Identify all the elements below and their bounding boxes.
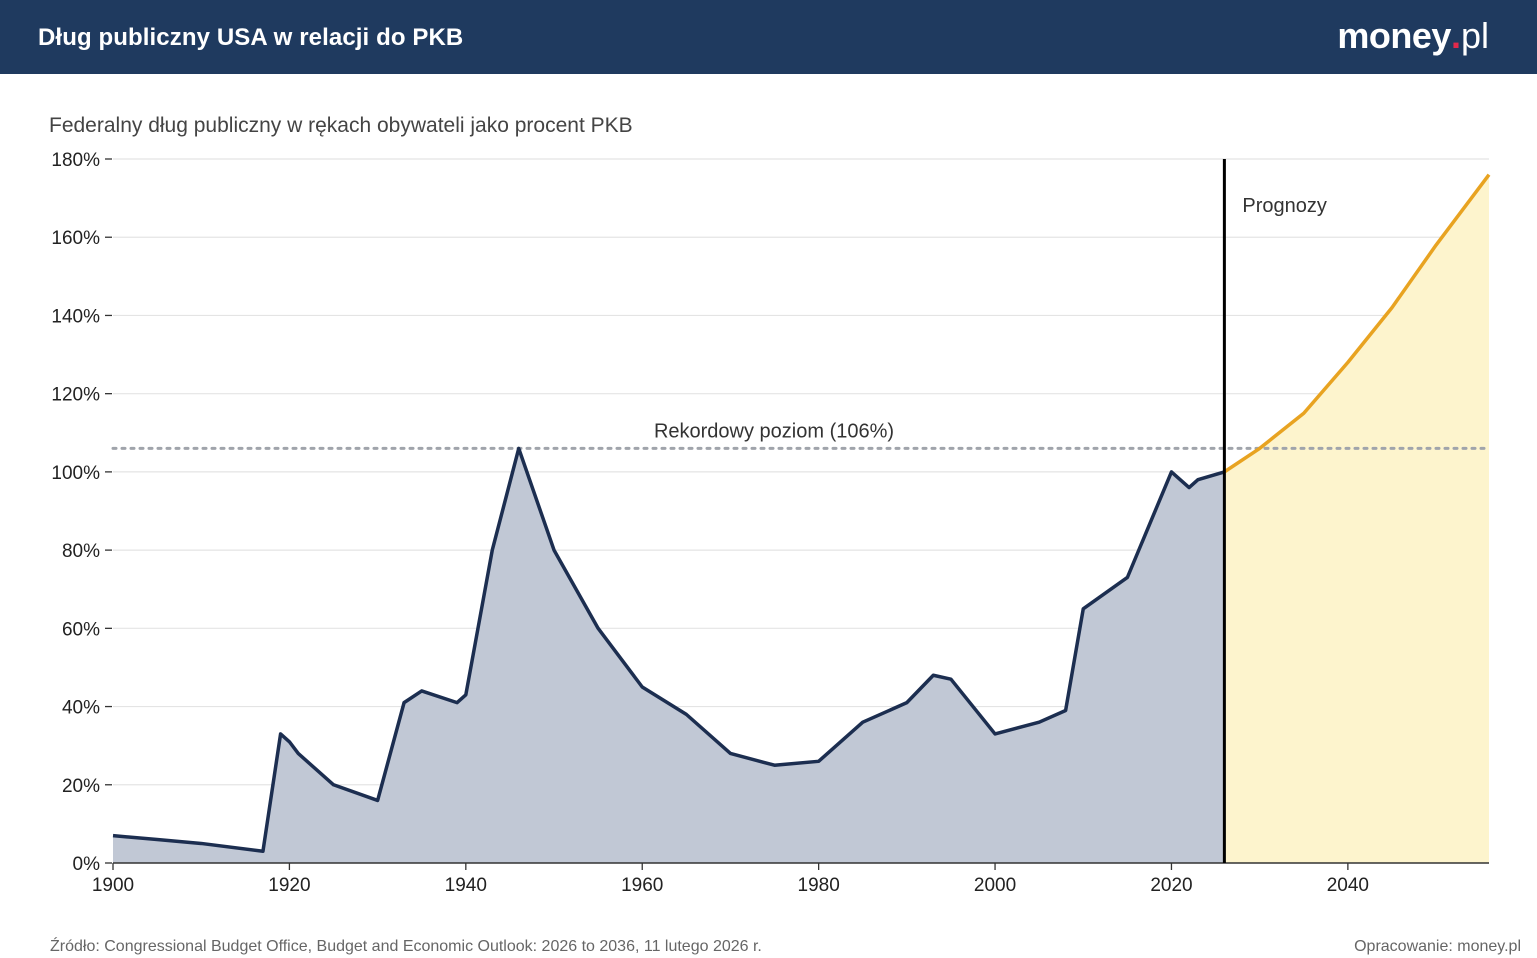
source-note: Źródło: Congressional Budget Office, Bud… [50, 938, 762, 955]
y-tick-label: 180% [51, 150, 100, 171]
forecast-area [1224, 174, 1489, 864]
x-tick-label: 2020 [1150, 875, 1192, 896]
y-tick-label: 140% [51, 306, 100, 327]
x-tick-label: 1980 [798, 875, 840, 896]
page-title: Dług publiczny USA w relacji do PKB [38, 24, 464, 51]
historical-area [113, 448, 1225, 863]
forecast-label: Prognozy [1242, 195, 1327, 217]
y-tick-label: 60% [62, 619, 100, 640]
historical-line [112, 446, 1225, 854]
y-tick-label: 0% [73, 854, 101, 875]
y-tick-label: 100% [51, 463, 100, 484]
logo-tld-text: pl [1460, 15, 1489, 56]
forecast-line [1223, 173, 1491, 474]
x-tick-label: 1960 [621, 875, 663, 896]
header-bar: Dług publiczny USA w relacji do PKB mone… [0, 0, 1537, 74]
y-tick-label: 80% [62, 541, 100, 562]
chart-subtitle: Federalny dług publiczny w rękach obywat… [49, 114, 633, 137]
x-tick-label: 1920 [268, 875, 310, 896]
credit-note: Opracowanie: money.pl [1354, 938, 1521, 955]
logo-dot: . [1450, 15, 1461, 56]
y-tick-label: 40% [62, 698, 100, 719]
money-pl-logo[interactable]: money.pl [1337, 18, 1489, 54]
x-tick-label: 1900 [92, 875, 134, 896]
x-tick-label: 2000 [974, 875, 1016, 896]
logo-main-text: money [1337, 15, 1451, 56]
x-tick-label: 2040 [1327, 875, 1369, 896]
x-tick-label: 1940 [445, 875, 487, 896]
record-label: Rekordowy poziom (106%) [654, 420, 894, 442]
y-tick-label: 20% [62, 776, 100, 797]
y-tick-label: 120% [51, 385, 100, 406]
y-tick-label: 160% [51, 228, 100, 249]
